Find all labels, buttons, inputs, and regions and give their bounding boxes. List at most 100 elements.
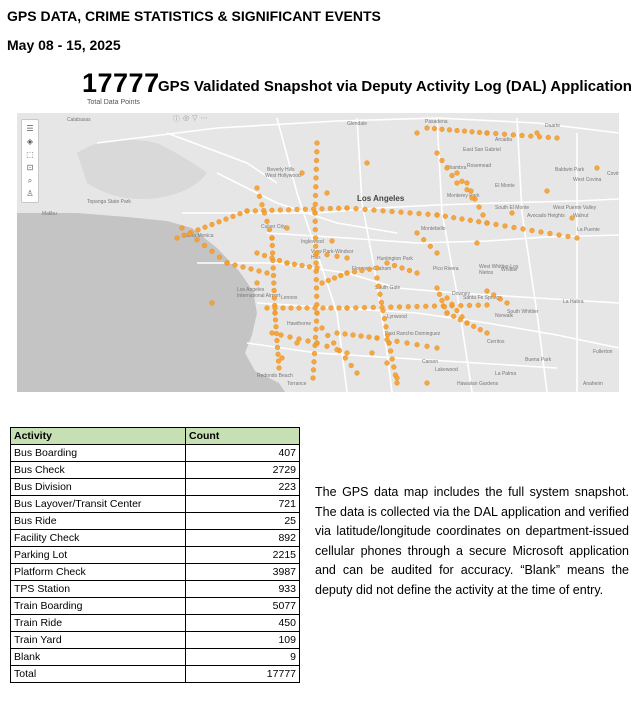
map-place-label: Lakewood [435,367,458,373]
column-header-count: Count [185,427,300,445]
gps-point [338,272,344,279]
map-more-icon[interactable]: ⋯ [200,115,208,122]
table-row: Bus Boarding 407 [10,444,300,462]
activity-name: Train Yard [10,631,186,649]
gps-point [434,212,440,218]
activity-count: 3987 [185,563,300,581]
gps-point [461,128,468,134]
gps-point [491,292,497,298]
gps-point [407,210,413,216]
gps-map[interactable]: Calabasas Glendale Pasadena Duarte Arcadia To… [17,113,619,392]
map-place-label: La Habra [563,299,584,305]
gps-point [375,283,382,289]
table-row: Blank 9 [10,648,300,666]
gps-point [274,344,281,351]
gps-point [270,250,276,256]
activity-name: Parking Lot [10,546,186,564]
gps-point [454,170,460,176]
column-header-activity: Activity [10,427,186,445]
gps-point [312,305,318,311]
activity-name: Facility Check [10,529,186,547]
map-info-icon[interactable]: ⓘ [173,116,180,123]
gps-point [441,304,448,310]
gps-point [344,205,350,211]
map-filter-icon[interactable]: ▽ [192,115,198,122]
table-row: Bus Division 223 [10,478,300,496]
gps-point [342,355,348,361]
gps-point [328,305,334,311]
gps-point [464,187,470,193]
gps-point [279,355,285,361]
map-place-labels: Calabasas Glendale Pasadena Duarte Arcadia To… [42,117,619,387]
gps-point [394,338,400,344]
gps-point [275,358,282,364]
list-icon[interactable]: ☰ [26,124,34,133]
gps-point [536,134,543,140]
gps-point [396,304,403,310]
gps-point [569,215,575,221]
select-icon[interactable]: ⬚ [26,150,34,159]
gps-point [344,350,350,356]
gps-point [334,253,340,259]
gps-point [314,265,320,271]
gps-point [331,275,338,281]
zoom-icon[interactable]: ⊡ [26,163,34,172]
person-icon[interactable]: ♙ [26,189,34,198]
gps-point [294,206,300,213]
gps-point [353,305,359,311]
gps-point [325,332,331,339]
activity-name: Bus Layover/Transit Center [10,495,186,513]
gps-point [374,275,380,281]
table-row: Parking Lot 2215 [10,546,300,564]
gps-point [264,218,270,224]
gps-point [538,229,544,235]
map-place-label: Santa Fe Springs [463,295,502,301]
gps-point [480,212,486,218]
map-pin-icon[interactable]: ◎ [183,115,190,122]
map-place-label: Avocado Heights [527,213,565,219]
map-place-label: Pasadena [425,119,448,125]
gps-point [389,356,395,362]
gps-point [270,272,277,279]
gps-point [256,268,262,274]
gps-point [359,267,365,274]
gps-point [362,206,368,213]
gps-point [383,324,389,330]
gps-point [319,280,325,286]
gps-point [240,264,246,270]
table-row: Train Yard 109 [10,631,300,649]
map-place-label: Redondo Beach [257,373,293,379]
activity-count: 109 [185,631,300,649]
gps-point [449,172,455,179]
gps-point [366,266,373,272]
search-icon[interactable]: ⌕ [27,176,33,185]
table-row: Bus Check 2729 [10,461,300,479]
gps-point [364,160,370,166]
gps-point [284,225,290,231]
gps-point [378,299,385,306]
map-place-label: South El Monte [495,205,529,211]
map-canvas[interactable]: Calabasas Glendale Pasadena Duarte Arcadia To… [17,113,619,392]
gps-point [320,305,326,311]
gps-point [195,227,201,233]
gps-point [272,310,278,316]
gps-point [336,305,342,311]
gps-point [313,260,319,266]
gps-point [399,265,405,271]
gps-point [370,304,376,311]
gps-point [414,270,420,276]
map-place-label: Carson [422,359,438,365]
gps-point [334,347,340,353]
map-road [96,117,619,144]
activity-count: 2729 [185,461,300,479]
map-place-label: Calabasas [67,117,91,123]
activity-name: Train Boarding [10,597,186,615]
gps-point [377,291,383,297]
report-title: GPS DATA, CRIME STATISTICS & SIGNIFICANT… [7,8,381,24]
layers-icon[interactable]: ◈ [26,137,34,146]
gps-point [471,323,477,329]
gps-point [273,331,280,337]
activity-count: 407 [185,444,300,462]
gps-point [288,305,294,311]
activity-count: 933 [185,580,300,598]
